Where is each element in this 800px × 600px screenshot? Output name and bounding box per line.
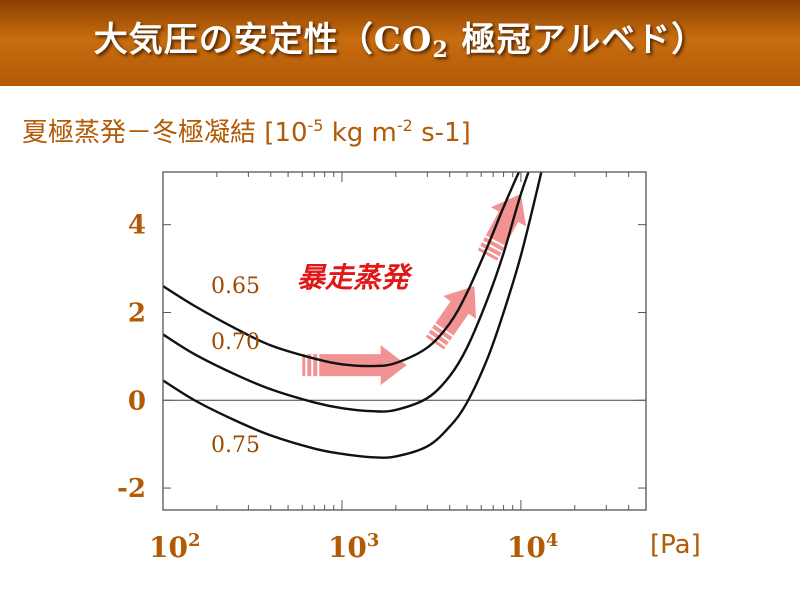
series-lines [163,172,646,459]
y-tick-label: 4 [128,211,146,241]
y-tick-label: 0 [128,386,146,416]
y-tick-label: 2 [128,298,146,328]
x-tick-label: 104 [507,530,559,564]
arrow-stripe [484,235,506,248]
y-tick-label: -2 [117,474,146,504]
subtitle-text: 夏極蒸発－冬極凝結 [10 [22,118,308,148]
title-main: 大気圧の安定性（CO [93,20,433,60]
title-subscript: 2 [432,37,449,63]
x-tick-label: 102 [149,530,201,564]
chart-quantity-label: 夏極蒸発－冬極凝結 [10-5 kg m-2 s-1] [22,112,471,149]
x-tick-exponent: 3 [367,530,380,551]
plot-frame-group [162,171,647,511]
slide-title: 大気圧の安定性（CO2 極冠アルベド） [0,12,800,63]
arrow-stripe [482,240,503,253]
subtitle-exponent-2: -2 [396,116,413,135]
x-axis-unit-label: [Pa] [650,530,701,560]
arrow-stripe [479,245,500,259]
subtitle-mid: kg m [323,118,397,148]
series-line-0.70 [163,172,530,413]
plot-frame [162,171,647,511]
x-tick-label: 103 [328,530,380,564]
title-rest: 極冠アルベド） [448,20,707,60]
curve-label-0.75: 0.75 [211,433,260,458]
curve-label-0.70: 0.70 [211,330,260,355]
subtitle-end: s-1] [412,118,471,148]
runaway-evaporation-label: 暴走蒸発 [297,261,413,294]
arrow-segment-2 [425,286,477,350]
title-bar: 大気圧の安定性（CO2 極冠アルベド） [0,0,800,86]
series-line-0.65 [163,172,521,368]
subtitle-exponent-1: -5 [307,116,324,135]
x-tick-exponent: 4 [546,530,559,551]
axis-ticks [162,172,647,510]
series-line-0.75 [163,172,543,459]
curve-label-0.65: 0.65 [211,274,260,299]
x-tick-exponent: 2 [188,530,201,551]
